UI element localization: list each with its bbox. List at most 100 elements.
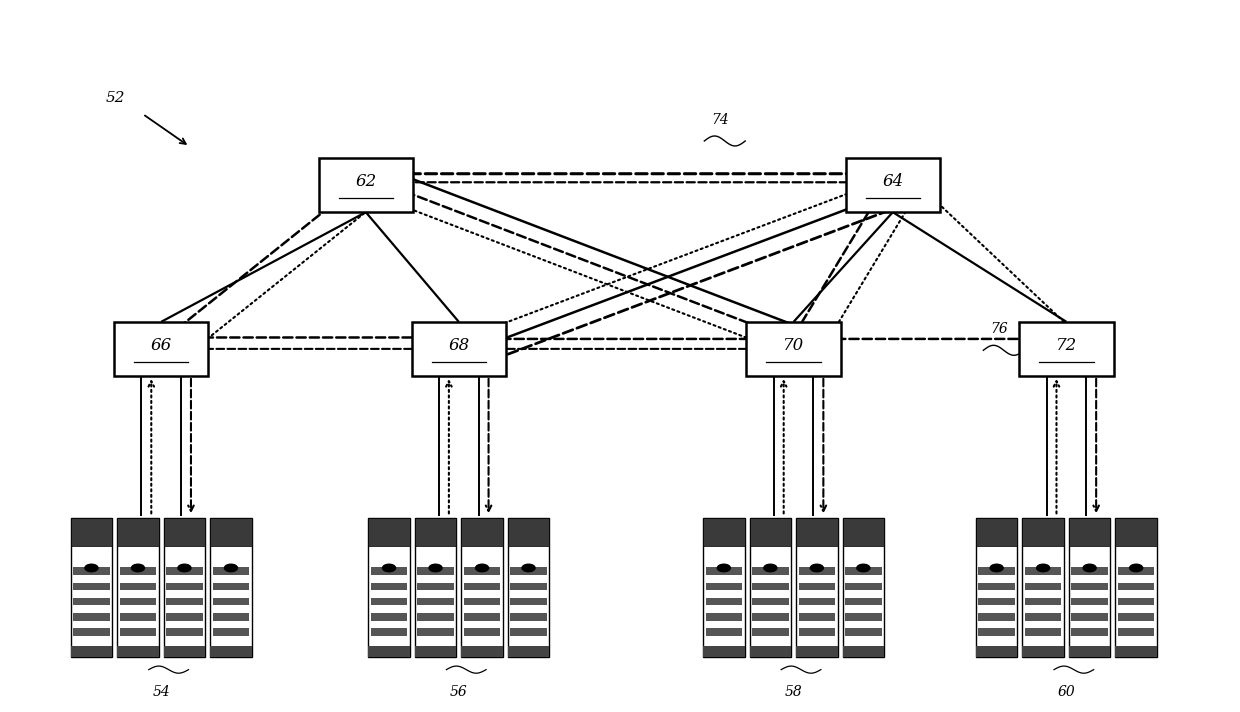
Bar: [412, 322, 506, 376]
Bar: [166, 613, 203, 621]
Text: 64: 64: [882, 173, 904, 190]
Bar: [751, 598, 789, 605]
Bar: [703, 518, 744, 656]
Text: 76: 76: [991, 322, 1008, 336]
Bar: [799, 613, 836, 621]
Bar: [368, 646, 409, 656]
Bar: [703, 646, 744, 656]
Bar: [1022, 646, 1064, 656]
Text: 70: 70: [782, 337, 805, 354]
Bar: [508, 646, 549, 656]
Bar: [1118, 613, 1154, 621]
Bar: [976, 518, 1017, 545]
Bar: [119, 567, 156, 575]
Bar: [511, 582, 547, 590]
Bar: [1115, 518, 1157, 545]
Bar: [1069, 646, 1110, 656]
Bar: [511, 567, 547, 575]
Bar: [706, 598, 742, 605]
Bar: [213, 629, 249, 636]
Bar: [703, 518, 744, 545]
Circle shape: [1130, 564, 1143, 572]
Bar: [978, 629, 1014, 636]
Bar: [976, 646, 1017, 656]
Bar: [1071, 598, 1107, 605]
Circle shape: [764, 564, 776, 572]
Bar: [978, 567, 1014, 575]
Bar: [978, 613, 1014, 621]
Text: 60: 60: [1058, 685, 1075, 699]
Circle shape: [131, 564, 144, 572]
Circle shape: [522, 564, 536, 572]
Bar: [799, 567, 836, 575]
Circle shape: [382, 564, 396, 572]
Bar: [799, 598, 836, 605]
Bar: [1118, 582, 1154, 590]
Bar: [73, 629, 110, 636]
Bar: [1115, 518, 1157, 656]
Bar: [73, 613, 110, 621]
Bar: [119, 629, 156, 636]
Bar: [464, 598, 500, 605]
Bar: [706, 629, 742, 636]
Bar: [119, 613, 156, 621]
Bar: [1022, 518, 1064, 545]
Circle shape: [224, 564, 238, 572]
Bar: [508, 518, 549, 656]
Circle shape: [991, 564, 1003, 572]
Bar: [368, 518, 409, 656]
Circle shape: [179, 564, 191, 572]
Bar: [371, 613, 407, 621]
Bar: [749, 518, 791, 656]
Bar: [749, 518, 791, 545]
Bar: [846, 598, 882, 605]
Bar: [319, 158, 413, 212]
Circle shape: [811, 564, 823, 572]
Bar: [978, 598, 1014, 605]
Bar: [1118, 598, 1154, 605]
Bar: [210, 518, 252, 545]
Bar: [417, 567, 454, 575]
Bar: [464, 629, 500, 636]
Bar: [414, 646, 456, 656]
Bar: [461, 518, 503, 545]
Bar: [511, 629, 547, 636]
Bar: [706, 567, 742, 575]
Bar: [843, 518, 884, 656]
Bar: [417, 582, 454, 590]
Bar: [751, 613, 789, 621]
Circle shape: [1037, 564, 1049, 572]
Bar: [846, 567, 882, 575]
Bar: [117, 518, 159, 656]
Text: 66: 66: [150, 337, 172, 354]
Circle shape: [84, 564, 98, 572]
Bar: [119, 598, 156, 605]
Bar: [796, 518, 838, 545]
Bar: [213, 613, 249, 621]
Bar: [73, 567, 110, 575]
Text: 56: 56: [450, 685, 467, 699]
Bar: [846, 629, 882, 636]
Bar: [1025, 629, 1061, 636]
Bar: [371, 582, 407, 590]
Bar: [1025, 613, 1061, 621]
Bar: [210, 646, 252, 656]
Bar: [164, 518, 206, 656]
Bar: [1069, 518, 1110, 545]
Circle shape: [718, 564, 730, 572]
Bar: [751, 567, 789, 575]
Bar: [1071, 629, 1107, 636]
Bar: [1025, 567, 1061, 575]
Bar: [796, 646, 838, 656]
Bar: [843, 646, 884, 656]
Bar: [164, 646, 206, 656]
Bar: [976, 518, 1017, 656]
Bar: [117, 646, 159, 656]
Bar: [1069, 518, 1110, 656]
Bar: [417, 629, 454, 636]
Bar: [371, 567, 407, 575]
Circle shape: [429, 564, 441, 572]
Bar: [461, 518, 503, 656]
Text: 54: 54: [153, 685, 170, 699]
Bar: [119, 582, 156, 590]
